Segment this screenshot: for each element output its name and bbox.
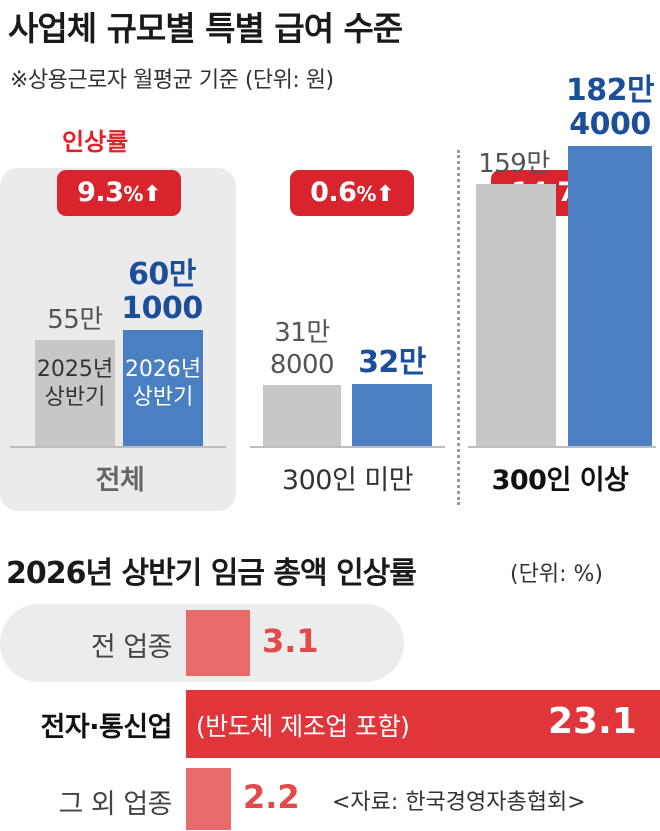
bar-value-line: 182만	[565, 73, 655, 108]
series-label-line: 2026년	[124, 357, 202, 382]
group-separator	[457, 150, 460, 505]
rate-value: 9.3	[77, 177, 124, 208]
bar-value-line: 4000	[569, 107, 651, 142]
bar-2026-total	[123, 330, 203, 446]
category-label-others: 그 외 업종	[58, 789, 172, 820]
bar-value-line: 55만	[47, 305, 103, 335]
rate-pill-under-300: 0.6%⬆	[290, 170, 414, 216]
hbar-value-all: 3.1	[262, 622, 319, 660]
baseline	[10, 446, 226, 448]
rate-value: 0.6	[310, 177, 357, 208]
bar-value-line: 159만	[478, 149, 550, 179]
hbar-all	[186, 610, 250, 676]
rate-unit: %	[356, 182, 376, 206]
category-label-over-300: 300인 이상	[491, 465, 629, 496]
bar-value-label: 60만 1000	[92, 258, 232, 326]
increase-rate-label: 인상률	[62, 128, 129, 156]
series-label-line: 상반기	[132, 385, 194, 410]
bar-2025-under-300	[263, 385, 341, 446]
hbar-value-electronics: 23.1	[548, 701, 637, 742]
category-label-total: 전체	[95, 465, 145, 496]
baseline	[468, 446, 656, 448]
bar-value-label: 159만	[444, 148, 584, 180]
chart-subtitle: ※상용근로자 월평균 기준 (단위: 원)	[10, 68, 334, 93]
rate-unit: %	[123, 182, 143, 206]
chart-title: 사업체 규모별 특별 급여 수준	[8, 9, 403, 48]
hbar-others	[186, 768, 231, 830]
category-label-under-300: 300인 미만	[281, 465, 414, 496]
bar-value-label: 55만	[5, 304, 145, 336]
series-label-2025: 2025년 상반기	[25, 356, 125, 412]
bar-2025-total	[35, 340, 115, 446]
chart-unit-2: (단위: %)	[510, 562, 603, 587]
bar-value-label: 182만 4000	[540, 74, 660, 142]
bar-value-line: 1000	[121, 291, 203, 326]
hbar-value-others: 2.2	[243, 778, 300, 816]
category-label-all: 전 업종	[90, 632, 173, 663]
bar-value-line: 8000	[269, 350, 335, 380]
bar-value-line: 31만	[274, 318, 330, 348]
series-label-line: 상반기	[44, 385, 106, 410]
bar-2026-under-300	[352, 384, 432, 446]
baseline	[250, 446, 445, 448]
up-arrow-icon: ⬆	[142, 182, 161, 207]
up-arrow-icon: ⬆	[375, 182, 394, 207]
bar-value-label: 32만	[322, 346, 462, 380]
series-label-line: 2025년	[36, 357, 114, 382]
hbar-note: (반도체 제조업 포함)	[196, 712, 410, 741]
hbar-electronics	[186, 690, 660, 758]
chart-title-2: 2026년 상반기 임금 총액 인상률	[6, 556, 417, 591]
bar-2025-over-300	[476, 184, 556, 446]
bar-value-line: 60만	[128, 257, 196, 292]
bar-2026-over-300	[568, 146, 652, 446]
bar-value-line: 32만	[358, 345, 426, 380]
bar-value-label: 31만 8000	[232, 317, 372, 381]
rate-pill-total: 9.3%⬆	[57, 170, 181, 216]
category-label-electronics: 전자·통신업	[40, 712, 173, 743]
source-note: <자료: 한국경영자총협회>	[332, 790, 586, 815]
series-label-2026: 2026년 상반기	[113, 356, 213, 412]
